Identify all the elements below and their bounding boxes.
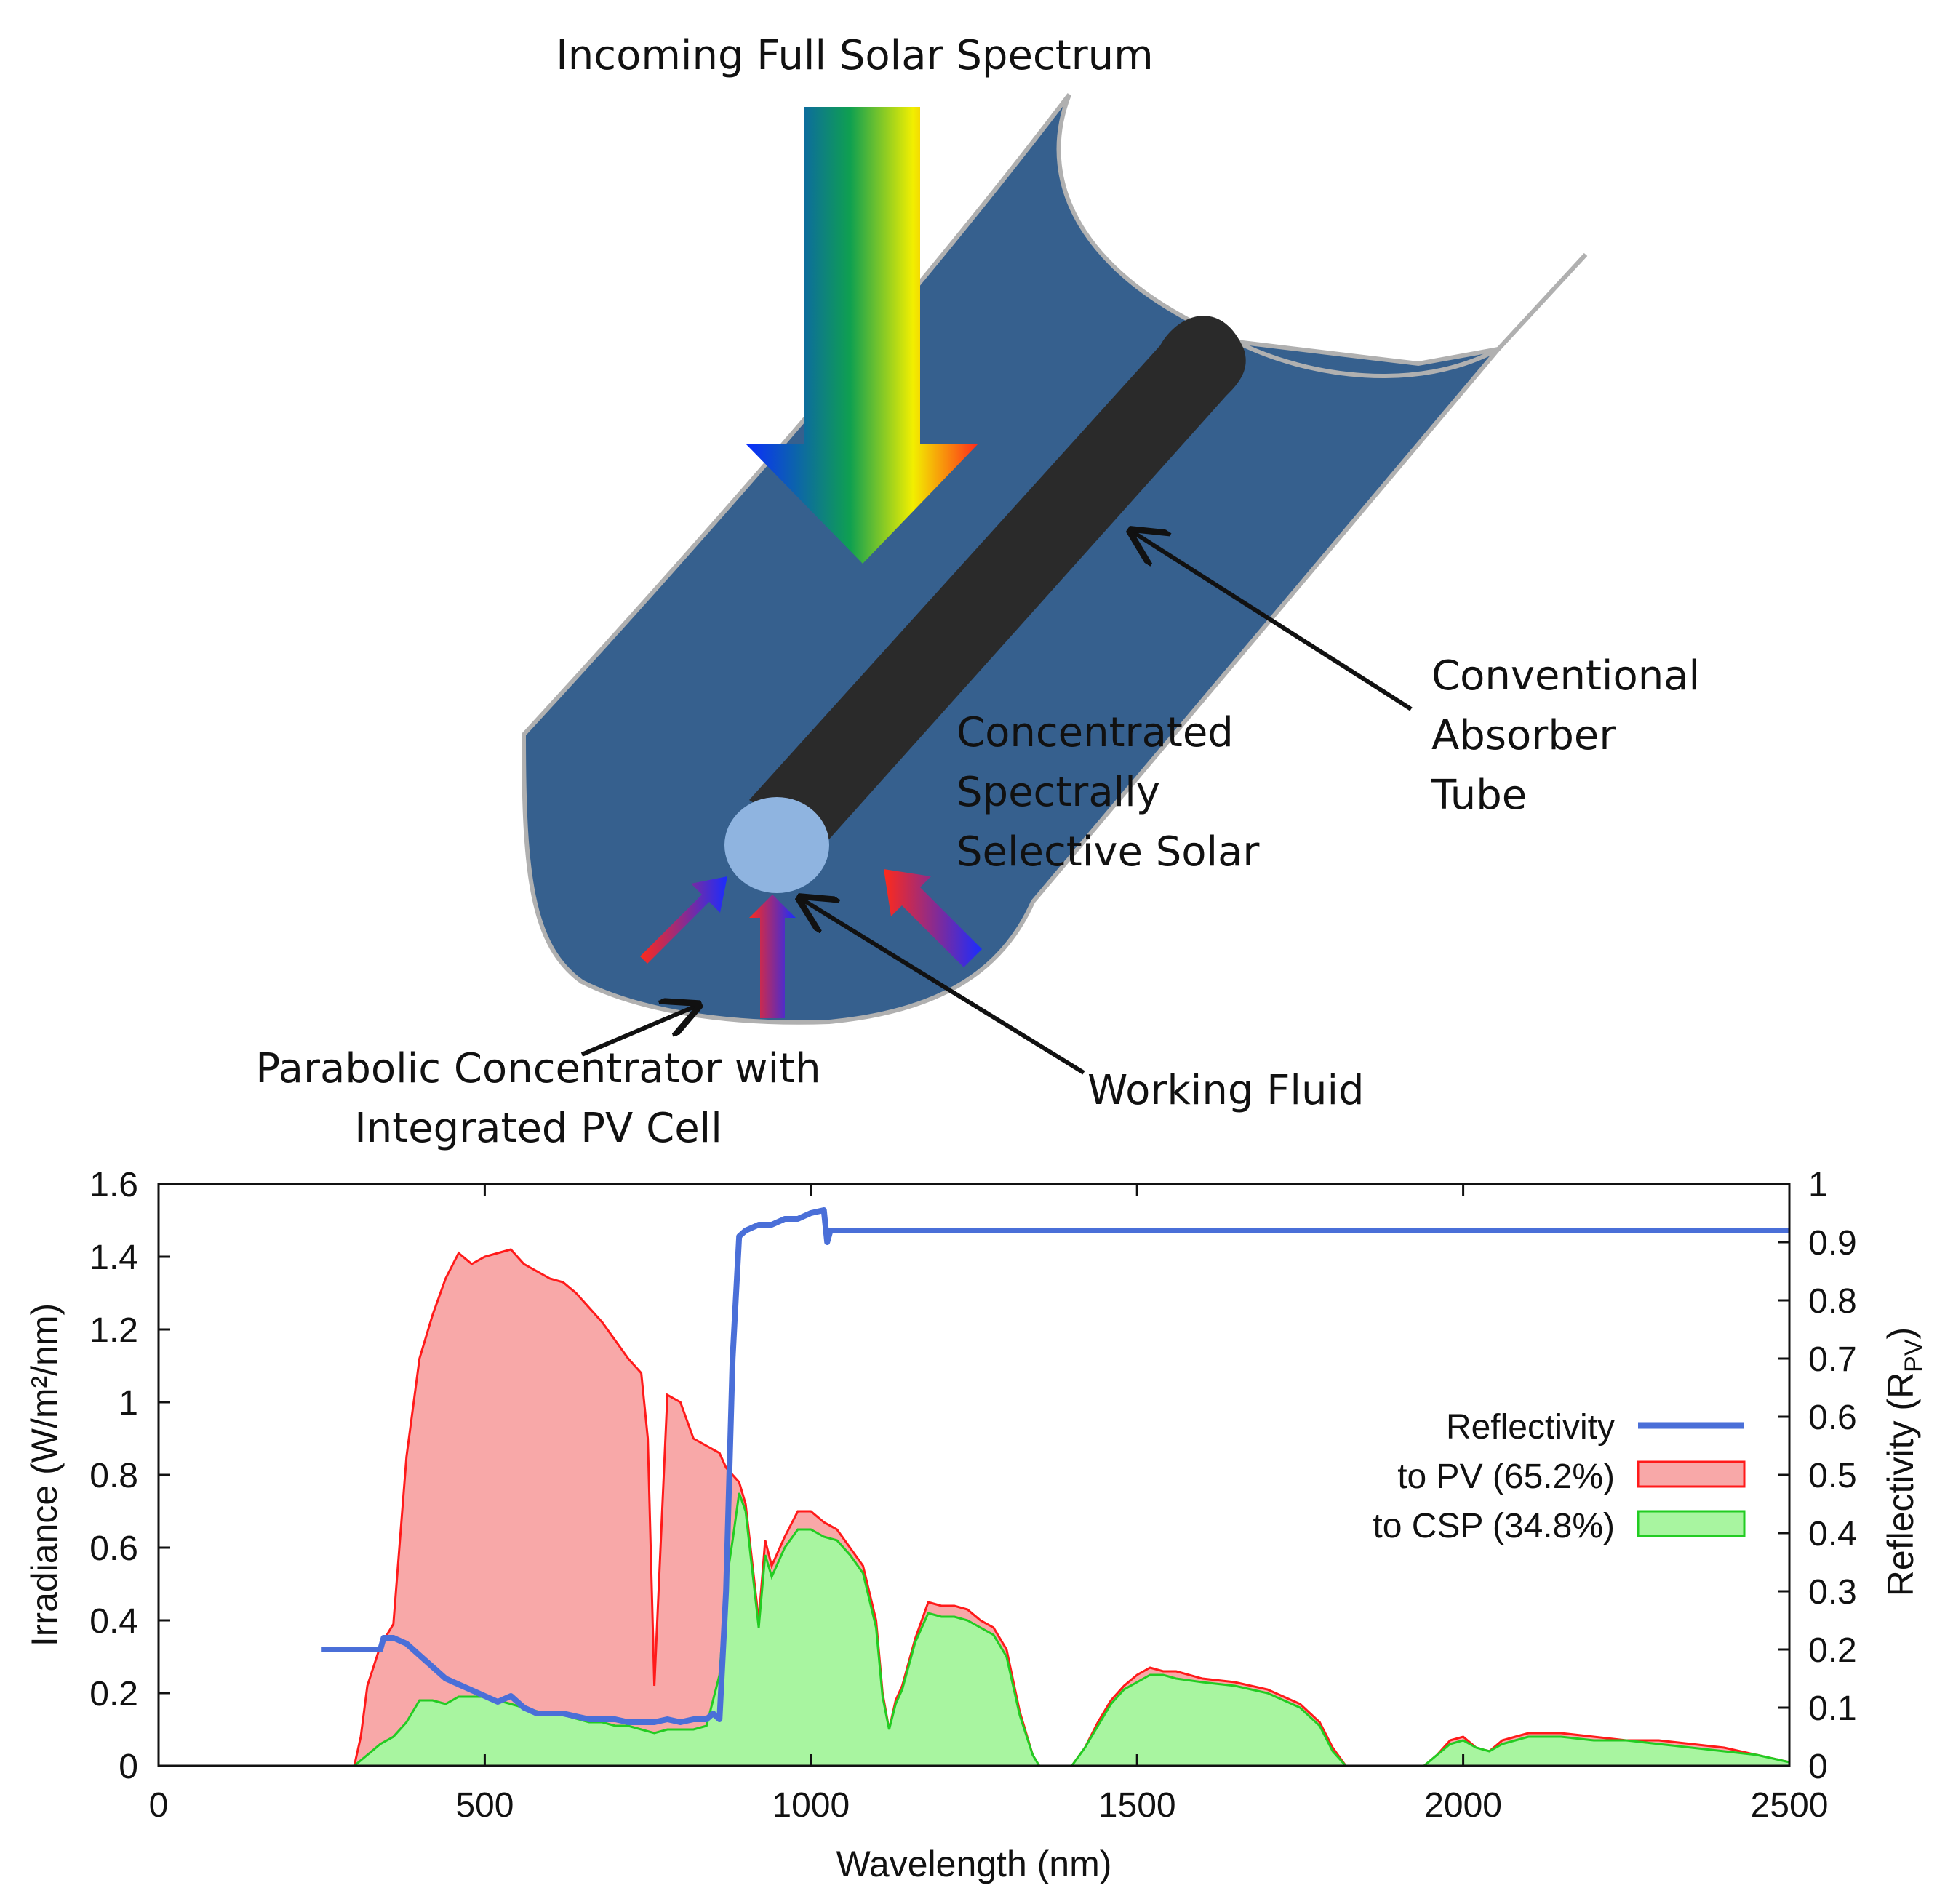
x-tick-label: 1000 [772,1786,850,1825]
y2-tick-label: 0 [1808,1748,1828,1786]
y2-tick-label: 0.5 [1808,1457,1857,1495]
legend-pv-swatch [1637,1460,1746,1488]
legend-csp-swatch [1637,1510,1746,1537]
trough-rim [1235,252,1588,378]
ray-center-arrow [749,895,796,1018]
y2-tick-label: 0.4 [1808,1515,1857,1553]
ray-right-arrow [884,869,982,967]
y-axis-left: 0 0.2 0.4 0.6 0.8 1 1.2 1.4 1.6 [89,1166,170,1786]
y-tick-label: 1.6 [89,1166,138,1204]
x-tick-label: 0 [149,1786,169,1825]
y2-tick-label: 0.6 [1808,1399,1857,1437]
series-reflectivity-line [321,1207,1789,1725]
absorber-pointer-arrow [1131,531,1413,711]
reflected-rays [640,869,982,1018]
y-tick-label: 0 [119,1748,138,1786]
x-tick-label: 2000 [1424,1786,1502,1825]
y2-tick-label: 1 [1808,1166,1828,1204]
selective-label-line2: Spectrally [956,769,1160,816]
y2-tick-label: 0.7 [1808,1340,1857,1379]
plot-fills [321,1207,1791,1767]
y2-axis-label-subscript: PV [1900,1339,1928,1372]
parabolic-label-line1: Parabolic Concentrator with [255,1045,820,1092]
y-tick-label: 1 [119,1384,138,1423]
y-tick-label: 0.8 [89,1457,138,1495]
y-tick-label: 1.2 [89,1311,138,1350]
spectrum-chart: 0 500 1000 1500 2000 2500 0 0.2 0.4 0.6 0.8 1 1.2 1.… [24,1166,1928,1884]
concentrator-pointer-arrow [580,1005,698,1057]
working-fluid-pointer-arrow [800,898,1085,1075]
y2-axis-label-close: ) [1880,1327,1921,1340]
parabolic-label-line2: Integrated PV Cell [354,1105,722,1152]
legend-pv-label: to PV (65.2%) [1397,1457,1615,1496]
solar-trough-diagram: Incoming Full Solar Spectrum Conventiona… [255,32,1700,1152]
absorber-label-line1: Conventional [1431,652,1700,700]
working-fluid-circle [724,797,829,893]
incoming-spectrum-label: Incoming Full Solar Spectrum [556,32,1153,79]
y-tick-label: 1.4 [89,1239,138,1277]
y2-tick-label: 0.8 [1808,1282,1857,1321]
legend: Reflectivity to PV (65.2%) to CSP (34.8%… [1373,1408,1746,1545]
selective-label-line3: Selective Solar [956,828,1260,876]
y-tick-label: 0.6 [89,1529,138,1568]
y-axis-right: 0 0.1 0.2 0.3 0.4 0.5 0.6 0.7 0.8 0.9 1 [1778,1166,1857,1786]
absorber-tube [749,316,1246,847]
x-axis: 0 500 1000 1500 2000 2500 [149,1184,1829,1825]
working-fluid-label: Working Fluid [1087,1067,1365,1114]
y2-axis-label-main: Reflectivity (R [1880,1372,1921,1596]
ray-left-arrow [640,876,727,964]
y-tick-label: 0.4 [89,1602,138,1641]
x-tick-label: 500 [455,1786,514,1825]
x-tick-label: 1500 [1098,1786,1176,1825]
absorber-label-line2: Absorber [1431,712,1616,759]
y2-axis-label: Reflectivity (RPV) [1880,1327,1928,1596]
y2-tick-label: 0.1 [1808,1689,1857,1728]
legend-csp-label: to CSP (34.8%) [1373,1507,1615,1545]
y2-tick-label: 0.2 [1808,1631,1857,1670]
x-axis-label: Wavelength (nm) [836,1844,1112,1884]
y2-tick-label: 0.3 [1808,1573,1857,1612]
y-tick-label: 0.2 [89,1675,138,1713]
y-axis-label: Irradiance (W/m²/nm) [24,1303,65,1647]
absorber-label-line3: Tube [1431,772,1527,819]
x-tick-label: 2500 [1751,1786,1829,1825]
selective-label-line1: Concentrated [956,709,1234,756]
legend-reflectivity-label: Reflectivity [1446,1408,1615,1447]
incoming-spectrum-arrow [746,107,978,564]
y2-tick-label: 0.9 [1808,1224,1857,1263]
